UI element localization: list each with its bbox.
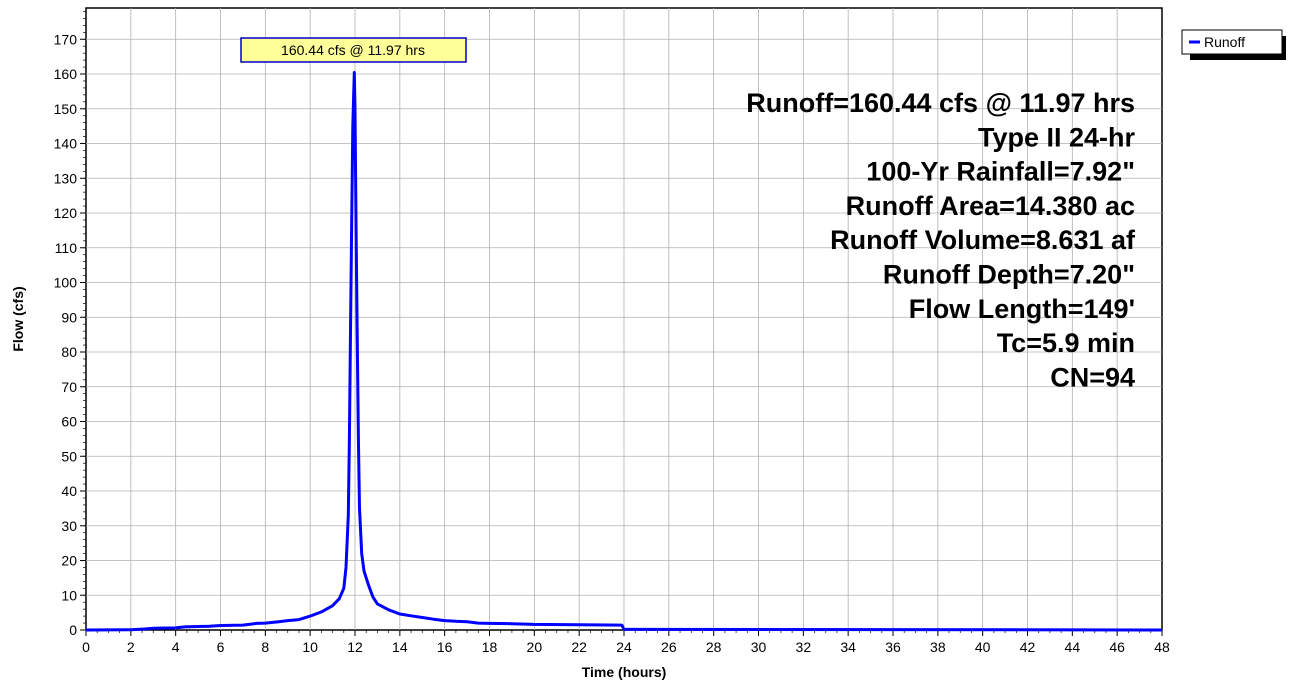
x-tick-label: 6 <box>217 639 225 655</box>
x-tick-label: 26 <box>661 639 677 655</box>
x-tick-label: 40 <box>975 639 991 655</box>
y-tick-label: 30 <box>61 518 77 534</box>
x-tick-label: 36 <box>885 639 901 655</box>
x-tick-label: 38 <box>930 639 946 655</box>
x-tick-label: 22 <box>571 639 587 655</box>
y-tick-label: 60 <box>61 414 77 430</box>
y-tick-label: 10 <box>61 587 77 603</box>
y-tick-label: 110 <box>55 240 78 256</box>
x-tick-label: 28 <box>706 639 722 655</box>
info-line: Type II 24-hr <box>978 122 1136 152</box>
info-line: Flow Length=149' <box>909 294 1135 324</box>
info-line: CN=94 <box>1050 362 1135 392</box>
series-line-runoff <box>85 71 1163 632</box>
y-tick-label: 80 <box>61 344 77 360</box>
x-tick-label: 44 <box>1065 639 1081 655</box>
x-tick-label: 34 <box>840 639 856 655</box>
x-tick-label: 24 <box>616 639 632 655</box>
info-line: Runoff Area=14.380 ac <box>846 191 1135 221</box>
y-tick-label: 20 <box>61 553 77 569</box>
info-line: Runoff=160.44 cfs @ 11.97 hrs <box>746 88 1135 118</box>
peak-label: 160.44 cfs @ 11.97 hrs <box>281 42 425 58</box>
peak-annotation: 160.44 cfs @ 11.97 hrs <box>240 37 467 63</box>
legend: Runoff <box>1181 29 1286 60</box>
x-tick-label: 30 <box>751 639 767 655</box>
x-axis-label: Time (hours) <box>582 664 667 680</box>
y-tick-label: 150 <box>54 101 78 117</box>
y-tick-label: 100 <box>54 275 78 291</box>
x-tick-label: 18 <box>482 639 498 655</box>
info-line: Tc=5.9 min <box>997 328 1135 358</box>
y-axis-label: Flow (cfs) <box>10 286 26 351</box>
y-tick-label: 0 <box>69 622 77 638</box>
y-tick-label: 50 <box>61 448 77 464</box>
x-tick-label: 2 <box>127 639 135 655</box>
x-tick-label: 32 <box>796 639 812 655</box>
x-tick-label: 12 <box>347 639 363 655</box>
y-tick-label: 120 <box>54 205 78 221</box>
legend-label-runoff: Runoff <box>1204 34 1245 50</box>
x-tick-label: 10 <box>302 639 318 655</box>
y-tick-label: 160 <box>54 66 78 82</box>
info-line: Runoff Volume=8.631 af <box>830 225 1136 255</box>
info-line: 100-Yr Rainfall=7.92" <box>866 157 1135 187</box>
info-line: Runoff Depth=7.20" <box>883 260 1135 290</box>
info-text-block: Runoff=160.44 cfs @ 11.97 hrs Type II 24-… <box>746 88 1136 392</box>
x-tick-label: 8 <box>261 639 269 655</box>
peak-label-box <box>240 37 467 63</box>
x-axis-ticks: 0 2 4 6 8 10 12 14 16 18 20 22 24 26 28 30 32 34 36 38 40 42 4… <box>82 630 1170 655</box>
y-tick-label: 90 <box>61 309 77 325</box>
x-tick-label: 0 <box>82 639 90 655</box>
x-tick-label: 16 <box>437 639 453 655</box>
x-tick-label: 4 <box>172 639 180 655</box>
y-tick-label: 130 <box>54 170 78 186</box>
y-tick-label: 70 <box>61 379 77 395</box>
x-tick-label: 48 <box>1154 639 1170 655</box>
y-axis-ticks: 0 10 20 30 40 50 60 70 80 90 100 110 120 130 140 150 160… <box>54 31 86 638</box>
y-tick-label: 170 <box>54 31 78 47</box>
x-tick-label: 42 <box>1020 639 1036 655</box>
y-tick-label: 140 <box>54 136 78 152</box>
x-tick-label: 20 <box>527 639 543 655</box>
x-tick-label: 14 <box>392 639 408 655</box>
y-tick-label: 40 <box>61 483 77 499</box>
grid <box>86 8 1162 630</box>
x-tick-label: 46 <box>1109 639 1125 655</box>
